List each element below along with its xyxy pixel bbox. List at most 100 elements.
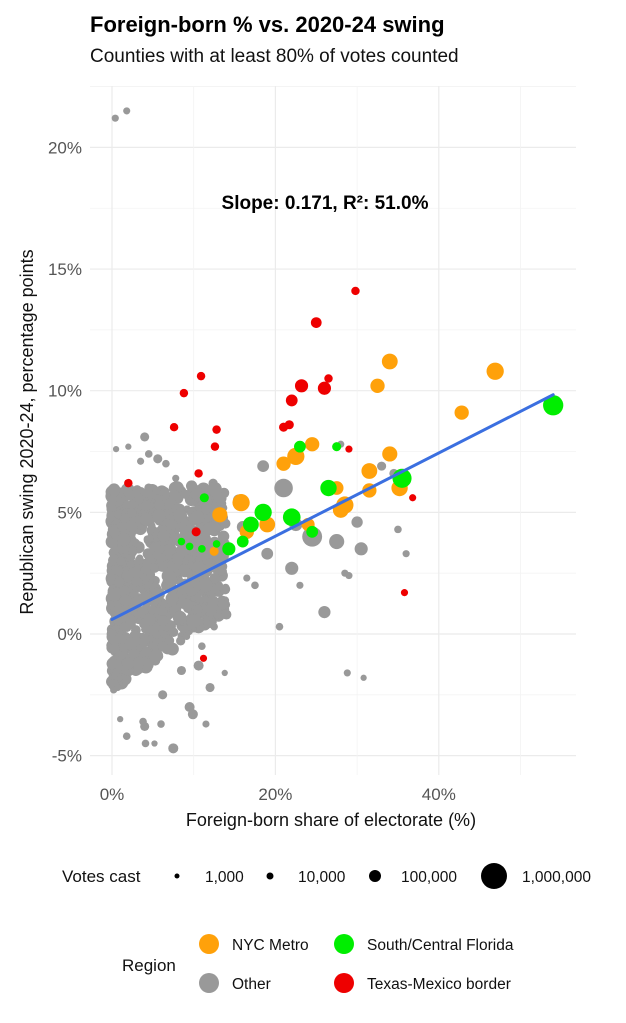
point-other (152, 631, 161, 639)
point-other (274, 478, 293, 498)
point-other (133, 656, 145, 668)
point-other (150, 649, 164, 663)
point-other (117, 716, 124, 723)
point-other (201, 530, 209, 539)
point-texas-mexico-border (345, 445, 353, 453)
point-other (139, 717, 147, 726)
point-other (318, 606, 331, 619)
point-texas-mexico-border (317, 381, 332, 395)
point-texas-mexico-border (124, 478, 133, 488)
color-legend-key (199, 934, 219, 954)
point-texas-mexico-border (196, 371, 206, 381)
point-other (108, 629, 117, 637)
point-other (146, 534, 154, 543)
point-other (162, 459, 170, 468)
size-legend-label: 100,000 (401, 869, 457, 886)
point-other (116, 556, 126, 566)
size-legend-key (369, 870, 381, 882)
color-legend-key (334, 973, 354, 993)
point-other (122, 732, 131, 740)
point-other (221, 609, 232, 620)
y-axis-ticks: -5% 0% 5% 10% 15% 20% (48, 138, 82, 765)
color-legend-label: NYC Metro (232, 937, 309, 954)
point-other (176, 636, 186, 646)
point-other (165, 592, 179, 605)
point-other (112, 445, 120, 453)
point-other (193, 604, 203, 614)
point-other (150, 563, 159, 573)
y-tick-label: 15% (48, 260, 82, 279)
point-other (186, 569, 194, 577)
size-legend-label: 10,000 (298, 869, 346, 886)
point-other (109, 643, 120, 654)
point-other (136, 544, 145, 553)
y-tick-label: 10% (48, 382, 82, 401)
point-other (142, 503, 150, 512)
point-other (193, 593, 202, 602)
size-legend-label: 1,000,000 (522, 869, 591, 886)
point-other (205, 682, 215, 693)
point-texas-mexico-border (310, 317, 322, 328)
point-other (117, 532, 131, 547)
point-other (188, 614, 202, 628)
point-other (133, 665, 143, 675)
point-other (119, 594, 132, 607)
point-south-central-florida (212, 540, 221, 548)
point-other (125, 618, 136, 630)
point-other (161, 568, 176, 583)
point-south-central-florida (199, 493, 209, 503)
point-other (143, 613, 156, 626)
point-other (157, 560, 168, 572)
size-legend-key (266, 872, 274, 880)
point-other (144, 450, 153, 458)
point-other (160, 486, 170, 497)
point-other (351, 516, 363, 528)
point-other (329, 533, 345, 550)
size-legend-key (481, 863, 507, 889)
point-other (185, 480, 198, 492)
point-texas-mexico-border (284, 420, 294, 430)
point-nyc-metro (381, 353, 398, 370)
point-texas-mexico-border (179, 388, 189, 398)
point-other (257, 460, 270, 473)
point-texas-mexico-border (191, 527, 201, 537)
point-south-central-florida (177, 537, 186, 546)
point-other (153, 499, 165, 511)
x-tick-label: 40% (422, 785, 456, 804)
color-legend-label: Other (232, 976, 271, 993)
point-other (198, 642, 206, 650)
point-other (153, 454, 163, 464)
point-other (402, 550, 410, 558)
point-other (128, 546, 138, 556)
point-other (127, 508, 137, 518)
point-south-central-florida (242, 516, 259, 533)
point-other (113, 577, 125, 588)
point-other (174, 482, 183, 492)
point-south-central-florida (306, 525, 319, 538)
point-texas-mexico-border (194, 469, 203, 478)
point-other (162, 543, 176, 557)
point-other (180, 625, 189, 634)
color-legend-label: Texas-Mexico border (367, 976, 511, 993)
point-other (158, 690, 168, 700)
point-other (141, 739, 150, 748)
point-south-central-florida (282, 508, 301, 527)
point-south-central-florida (185, 542, 194, 551)
point-other (121, 632, 131, 641)
point-other (275, 622, 284, 631)
point-other (140, 432, 150, 442)
point-other (107, 483, 121, 496)
color-legend: Region NYC Metro South/Central Florida Othe… (122, 934, 514, 993)
point-other (198, 578, 213, 593)
point-other (139, 513, 153, 526)
x-tick-label: 20% (258, 785, 292, 804)
y-tick-label: -5% (52, 747, 82, 766)
point-other (251, 581, 259, 590)
point-other (128, 648, 140, 660)
point-other (296, 581, 304, 589)
point-texas-mexico-border (294, 379, 309, 393)
y-tick-label: 0% (57, 625, 82, 644)
point-other (173, 508, 188, 523)
chart-title: Foreign-born % vs. 2020-24 swing (90, 12, 445, 37)
point-other (354, 542, 368, 556)
